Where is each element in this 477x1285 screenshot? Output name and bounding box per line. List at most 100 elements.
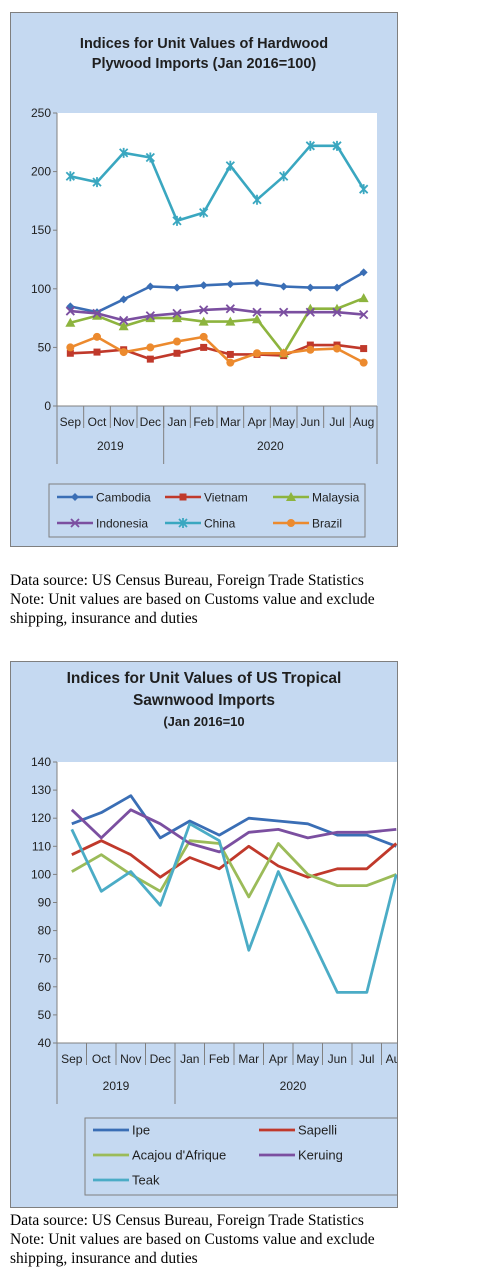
- chart-title: Indices for Unit Values of US Tropical S…: [11, 668, 397, 731]
- data-point: [66, 349, 74, 357]
- legend-marker: [287, 519, 295, 527]
- data-point: [146, 343, 155, 352]
- data-point: [145, 152, 155, 163]
- x-tick-label: Sep: [61, 1052, 83, 1066]
- year-group-label: 2020: [257, 439, 284, 453]
- data-point: [172, 215, 182, 226]
- data-point: [172, 308, 182, 319]
- x-tick-label: Sep: [60, 415, 82, 429]
- x-tick-label: Feb: [209, 1052, 230, 1066]
- series-brazil: [66, 332, 368, 367]
- data-point: [119, 295, 128, 304]
- data-point: [306, 283, 315, 292]
- data-point: [173, 283, 181, 292]
- source-line: Data source: US Census Bureau, Foreign T…: [10, 1212, 364, 1229]
- legend-item: Indonesia: [57, 517, 148, 531]
- data-point: [279, 171, 289, 182]
- y-tick-label: 70: [38, 952, 52, 966]
- series-acajou-d-afrique: [71, 839, 397, 899]
- x-tick-label: May: [272, 415, 295, 429]
- y-tick-label: 100: [31, 867, 51, 881]
- data-point: [173, 349, 181, 357]
- y-tick-label: 150: [31, 223, 51, 237]
- x-tick-label: Aug: [353, 415, 374, 429]
- x-tick-label: Dec: [140, 415, 161, 429]
- data-point: [200, 343, 208, 351]
- data-point: [199, 332, 208, 341]
- legend-label: Teak: [132, 1173, 160, 1188]
- data-point: [65, 306, 75, 316]
- legend-label: Malaysia: [312, 491, 360, 505]
- data-point: [306, 341, 314, 349]
- series-line: [71, 839, 397, 879]
- chart-title-line-1: Indices for Unit Values of US Tropical: [66, 670, 342, 687]
- chart-source-note: Data source: US Census Bureau, Foreign T…: [10, 1211, 470, 1268]
- data-point: [332, 140, 342, 151]
- legend-item: Brazil: [273, 517, 342, 531]
- data-point: [93, 332, 101, 341]
- data-point: [360, 345, 368, 353]
- series-line: [70, 808, 397, 854]
- data-point: [305, 307, 315, 317]
- data-point: [252, 307, 262, 317]
- legend-item: Malaysia: [273, 491, 360, 505]
- x-tick-label: Jul: [359, 1052, 374, 1066]
- data-point: [226, 350, 234, 358]
- x-tick-label: Apr: [269, 1052, 288, 1066]
- x-tick-label: Nov: [113, 415, 134, 429]
- x-tick-label: Jun: [301, 415, 320, 429]
- legend-item: Vietnam: [165, 491, 248, 505]
- data-point: [333, 283, 341, 292]
- x-tick-label: Feb: [193, 415, 214, 429]
- sawnwood-chart-panel: Indices for Unit Values of US Tropical S…: [10, 661, 398, 1208]
- data-point: [332, 307, 342, 317]
- data-point: [118, 321, 129, 331]
- chart-title-line-2: Sawnwood Imports: [132, 692, 276, 709]
- legend-item: Teak: [93, 1173, 160, 1188]
- x-tick-label: May: [296, 1052, 319, 1066]
- x-tick-label: Dec: [150, 1052, 171, 1066]
- y-tick-label: 50: [38, 1008, 52, 1022]
- x-tick-label: Jul: [329, 415, 344, 429]
- data-point: [359, 268, 368, 277]
- data-point: [252, 194, 262, 205]
- data-point: [93, 348, 101, 356]
- series-indonesia: [65, 304, 369, 326]
- plot-area: [57, 113, 377, 406]
- data-point: [66, 343, 75, 352]
- y-tick-label: 110: [32, 839, 51, 853]
- source-line: Data source: US Census Bureau, Foreign T…: [10, 572, 364, 589]
- legend-item: Acajou d'Afrique: [93, 1148, 226, 1163]
- plywood-chart-panel: Indices for Unit Values of Hardwood Plyw…: [10, 12, 398, 547]
- note-line-continued: shipping, insurance and duties: [10, 610, 198, 627]
- y-tick-label: 80: [38, 924, 52, 938]
- chart-title-line-2: Plywood Imports (Jan 2016=100): [91, 56, 317, 72]
- chart-source-note: Data source: US Census Bureau, Foreign T…: [10, 571, 470, 628]
- legend-label: Cambodia: [96, 491, 151, 505]
- data-point: [279, 282, 288, 291]
- note-line: Note: Unit values are based on Customs v…: [10, 1231, 375, 1248]
- data-point: [226, 358, 235, 367]
- chart-title: Indices for Unit Values of Hardwood Plyw…: [11, 34, 397, 74]
- data-point: [225, 160, 235, 171]
- data-point: [359, 184, 369, 195]
- year-group-label: 2019: [103, 1079, 130, 1093]
- series-teak: [70, 822, 397, 994]
- x-tick-label: Apr: [248, 415, 267, 429]
- plot-area: [57, 762, 397, 1043]
- data-point: [172, 313, 182, 323]
- data-point: [92, 308, 102, 319]
- sawnwood-chart: 40 50 60 70 80 90 100 110 120 130 140 Sep Oct Nov Dec J…: [31, 755, 397, 1196]
- data-point: [199, 207, 209, 218]
- data-point: [119, 315, 129, 326]
- data-point: [146, 282, 155, 291]
- x-tick-label: Jun: [328, 1052, 347, 1066]
- legend-item: Cambodia: [57, 491, 151, 505]
- data-point: [252, 314, 262, 324]
- legend-item: Keruing: [259, 1148, 343, 1163]
- legend-marker: [286, 492, 296, 501]
- legend-box: [84, 1117, 397, 1196]
- data-point: [198, 316, 209, 326]
- series-line: [71, 794, 397, 848]
- y-tick-label: 120: [31, 811, 51, 825]
